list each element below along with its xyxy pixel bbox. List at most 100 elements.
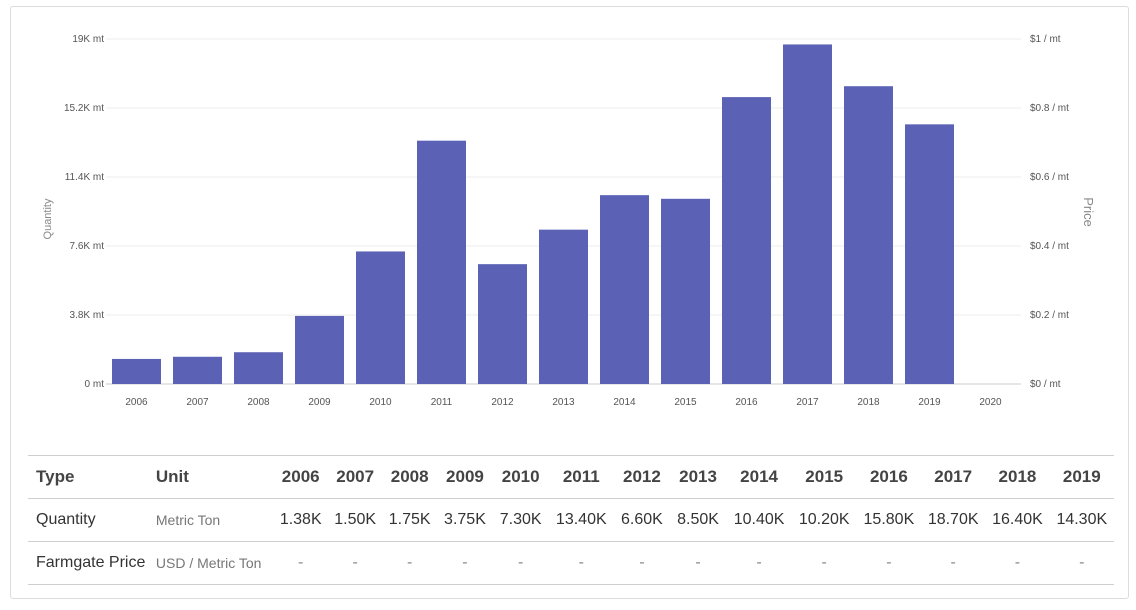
bar-2010[interactable] [356, 251, 405, 384]
cell-value: 1.50K [327, 498, 383, 542]
y-tick-label: 19K mt [72, 34, 104, 45]
header-unit: Unit [155, 455, 274, 499]
x-tick-label: 2020 [979, 397, 1002, 408]
bars [112, 44, 954, 385]
cell-value: 10.40K [726, 498, 792, 542]
x-tick-label: 2006 [125, 397, 148, 408]
y-tick-label: 0 mt [85, 379, 105, 390]
cell-value: - [273, 541, 328, 585]
y2-tick-label: $0.6 / mt [1030, 172, 1069, 183]
cell-value: - [436, 541, 494, 585]
cell-value: - [726, 541, 792, 585]
cell-value: 6.60K [614, 498, 670, 542]
table-header-row: Type Unit 2006 2007 2008 2009 2010 2011 2012 20… [28, 455, 1114, 499]
bar-2015[interactable] [661, 198, 710, 384]
cell-value: 8.50K [669, 498, 727, 542]
bar-2017[interactable] [783, 44, 832, 385]
bar-2018[interactable] [844, 86, 893, 385]
cell-value: 13.40K [548, 498, 615, 542]
x-tick-label: 2019 [918, 397, 941, 408]
cell-value: - [791, 541, 857, 585]
cell-value: - [327, 541, 383, 585]
data-table: Type Unit 2006 2007 2008 2009 2010 2011 2012 20… [28, 455, 1114, 585]
y-axis-label: Quantity [42, 198, 54, 239]
y2-tick-label: $0.2 / mt [1030, 310, 1069, 321]
bar-2016[interactable] [722, 97, 771, 385]
cell-value: 16.40K [985, 498, 1050, 542]
cell-value: - [921, 541, 986, 585]
cell-value: - [493, 541, 549, 585]
row-type: Farmgate Price [28, 541, 156, 585]
y-tick-label: 7.6K mt [70, 241, 105, 252]
header-year-2015: 2015 [791, 455, 857, 499]
cell-value: - [985, 541, 1050, 585]
data-table-wrapper: Type Unit 2006 2007 2008 2009 2010 2011 2012 20… [28, 455, 1114, 589]
x-tick-label: 2011 [431, 397, 453, 408]
bar-2006[interactable] [112, 358, 161, 384]
header-year-2011: 2011 [548, 455, 615, 499]
cell-value: - [614, 541, 670, 585]
header-year-2010: 2010 [493, 455, 549, 499]
x-tick-label: 2012 [491, 397, 514, 408]
header-year-2018: 2018 [985, 455, 1050, 499]
y-axis-left: 0 mt 3.8K mt 7.6K mt 11.4K mt 15.2K mt 19K mt [64, 34, 104, 390]
y2-tick-label: $1 / mt [1030, 34, 1061, 45]
cell-value: 10.20K [791, 498, 857, 542]
x-tick-label: 2014 [613, 397, 636, 408]
y2-axis-label: Price [1081, 197, 1096, 227]
y2-tick-label: $0 / mt [1030, 379, 1061, 390]
bar-2012[interactable] [478, 264, 527, 384]
header-year-2008: 2008 [382, 455, 437, 499]
y-axis-right: $0 / mt $0.2 / mt $0.4 / mt $0.6 / mt $0.8 /… [1030, 34, 1069, 390]
x-tick-label: 2017 [796, 397, 819, 408]
x-tick-label: 2013 [552, 397, 575, 408]
cell-value: 14.30K [1049, 498, 1114, 542]
header-year-2009: 2009 [436, 455, 494, 499]
y2-tick-label: $0.8 / mt [1030, 103, 1069, 114]
cell-value: 1.38K [273, 498, 328, 542]
x-axis: 2006 2007 2008 2009 2010 2011 2012 2013 2014 2015… [125, 397, 1002, 408]
chart-card: 0 mt 3.8K mt 7.6K mt 11.4K mt 15.2K mt 19K mt… [10, 6, 1129, 599]
cell-value: - [669, 541, 727, 585]
cell-value: 7.30K [493, 498, 549, 542]
cell-value: - [382, 541, 437, 585]
header-year-2007: 2007 [327, 455, 383, 499]
bar-2019[interactable] [905, 124, 954, 384]
x-tick-label: 2009 [308, 397, 331, 408]
y-tick-label: 15.2K mt [64, 103, 104, 114]
header-type: Type [28, 455, 156, 499]
x-tick-label: 2008 [247, 397, 270, 408]
quantity-price-chart: 0 mt 3.8K mt 7.6K mt 11.4K mt 15.2K mt 19K mt… [42, 34, 1096, 408]
cell-value: - [548, 541, 615, 585]
row-unit: Metric Ton [155, 498, 274, 542]
bar-2007[interactable] [173, 356, 222, 384]
cell-value: 3.75K [436, 498, 494, 542]
bar-2008[interactable] [234, 352, 283, 384]
header-year-2006: 2006 [273, 455, 328, 499]
x-tick-label: 2015 [674, 397, 697, 408]
cell-value: 15.80K [856, 498, 922, 542]
bar-2013[interactable] [539, 229, 588, 384]
cell-value: 1.75K [382, 498, 437, 542]
cell-value: 18.70K [921, 498, 986, 542]
bar-2011[interactable] [417, 140, 466, 384]
header-year-2014: 2014 [726, 455, 792, 499]
cell-value: - [1049, 541, 1114, 585]
y-tick-label: 11.4K mt [65, 172, 104, 183]
y-tick-label: 3.8K mt [70, 310, 105, 321]
row-type: Quantity [28, 498, 156, 542]
header-year-2013: 2013 [669, 455, 727, 499]
x-tick-label: 2010 [369, 397, 392, 408]
bar-2009[interactable] [295, 315, 344, 384]
header-year-2017: 2017 [921, 455, 986, 499]
table-row: Quantity Metric Ton 1.38K 1.50K 1.75K 3.75K 7.… [28, 498, 1114, 542]
row-unit: USD / Metric Ton [155, 541, 274, 585]
cell-value: - [856, 541, 922, 585]
x-tick-label: 2016 [735, 397, 758, 408]
header-year-2016: 2016 [856, 455, 922, 499]
table-row: Farmgate Price USD / Metric Ton - - - - - - - - - -… [28, 541, 1114, 585]
x-tick-label: 2018 [857, 397, 880, 408]
bar-2014[interactable] [600, 195, 649, 384]
x-tick-label: 2007 [186, 397, 209, 408]
header-year-2012: 2012 [614, 455, 670, 499]
